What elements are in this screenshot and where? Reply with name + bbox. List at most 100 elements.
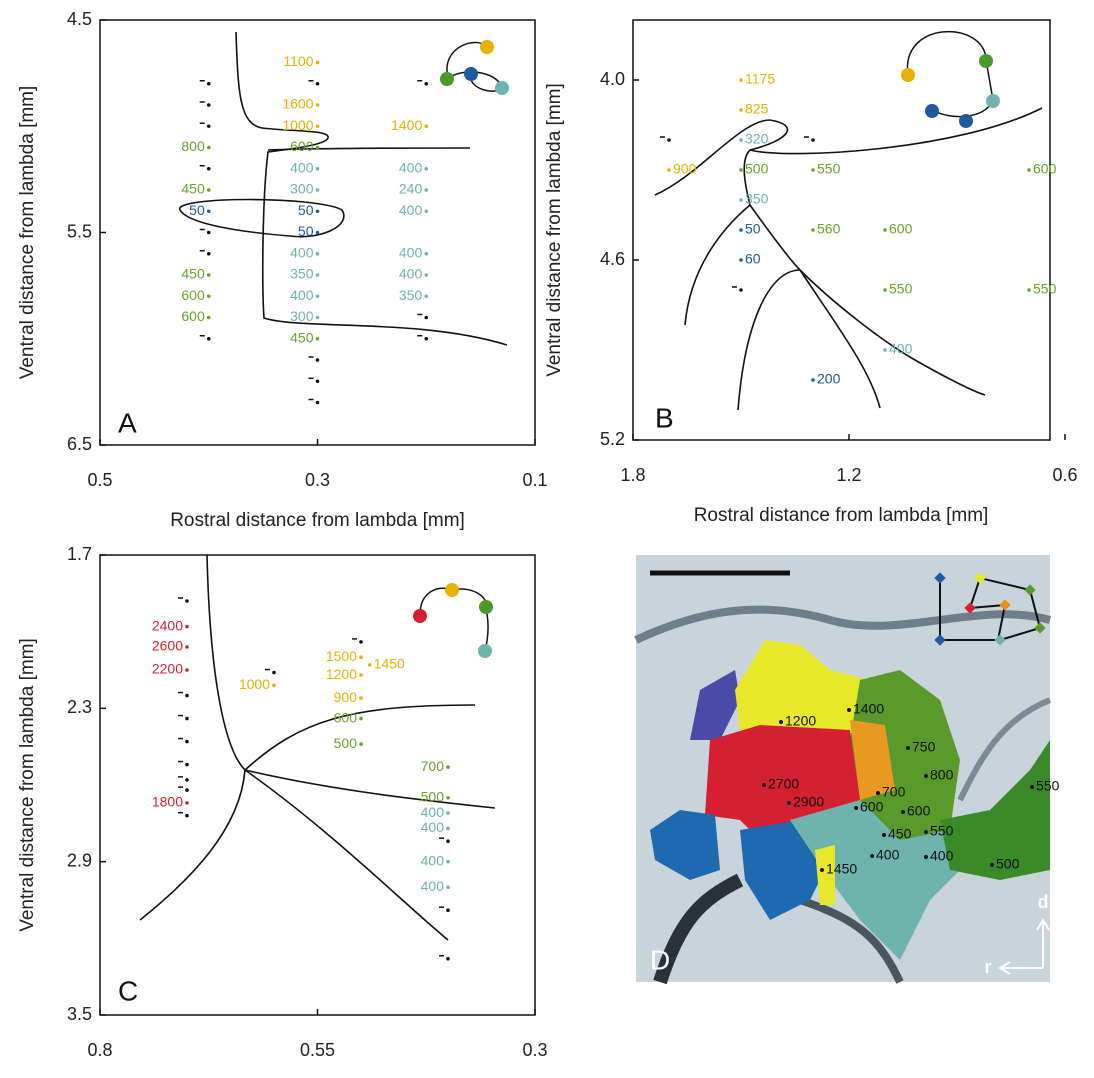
y-tick-label: 3.5 (67, 1004, 92, 1024)
site-label: 700 (421, 758, 445, 774)
site-marker (739, 258, 743, 262)
site-marker (424, 294, 429, 299)
site-marker (206, 315, 211, 320)
site-marker (315, 209, 320, 214)
site-label: 550 (817, 161, 841, 177)
site-marker (446, 885, 450, 890)
site-marker (185, 645, 189, 649)
site-label: 1500 (326, 648, 357, 664)
site-label: 400 (399, 159, 423, 175)
site-marker (315, 103, 320, 107)
direction-label: r (984, 957, 991, 977)
no-response-marker (199, 80, 211, 86)
site-marker (315, 124, 320, 129)
site-label: 900 (673, 161, 697, 177)
site-label: 500 (996, 856, 1020, 872)
site-marker (315, 166, 320, 171)
site-marker (424, 188, 429, 192)
electrode-icon-a (440, 40, 509, 95)
site-marker (739, 228, 743, 232)
site-label: 60 (745, 251, 761, 267)
no-response-marker (417, 80, 429, 86)
site-label: 450 (181, 266, 205, 282)
no-response-marker (199, 335, 211, 341)
no-response-marker (804, 136, 815, 142)
no-response-marker (439, 955, 450, 961)
site-dot (906, 746, 910, 750)
y-axis-label: Ventral distance from lambda [mm] (17, 638, 38, 932)
y-tick-label: 2.9 (67, 850, 92, 870)
site-label: 450 (181, 181, 205, 197)
site-label: 400 (876, 847, 900, 863)
no-response-marker (178, 737, 189, 744)
y-axis-label: Ventral distance from lambda [mm] (17, 86, 38, 380)
site-label: 350 (290, 266, 314, 282)
site-marker (667, 168, 671, 172)
no-response-marker (199, 122, 211, 129)
x-tick-label: 0.1 (522, 470, 547, 490)
site-label: 2900 (793, 794, 824, 810)
site-dot (876, 791, 880, 795)
x-tick-label: 0.6 (1052, 465, 1077, 485)
site-label: 550 (1033, 281, 1057, 297)
site-label: 240 (399, 181, 423, 197)
site-marker (359, 696, 363, 700)
site-label: 550 (930, 823, 954, 839)
no-response-marker (660, 136, 671, 142)
site-marker (315, 60, 320, 65)
x-axis-label: Rostral distance from lambda [mm] (694, 505, 989, 526)
site-marker (315, 230, 320, 235)
y-tick-label: 1.7 (67, 544, 92, 564)
site-label: 750 (912, 739, 936, 755)
site-marker (185, 801, 189, 805)
site-label: 400 (930, 848, 954, 864)
site-label: 350 (745, 191, 769, 207)
no-response-marker (178, 714, 189, 721)
site-label: 1400 (853, 701, 884, 717)
site-marker (1027, 168, 1031, 172)
site-marker (424, 209, 429, 214)
site-marker (315, 251, 320, 256)
site-marker (272, 683, 276, 688)
site-label: 900 (334, 689, 358, 705)
no-response-marker (199, 228, 211, 235)
site-dot (924, 830, 928, 834)
site-label: 600 (860, 799, 884, 815)
no-response-marker (178, 786, 189, 792)
no-response-marker (178, 691, 189, 698)
x-tick-label: 1.2 (836, 465, 861, 485)
x-tick-label: 1.8 (620, 465, 645, 485)
site-label: 450 (290, 329, 314, 345)
site-label: 1450 (374, 656, 405, 672)
site-dot (787, 801, 791, 805)
site-label: 700 (882, 784, 906, 800)
site-dot (820, 868, 824, 872)
site-label: 50 (189, 202, 205, 218)
site-label: 1200 (326, 666, 357, 682)
site-marker (424, 273, 429, 277)
electrode-icon-b (901, 31, 1000, 128)
frame-b (632, 19, 1051, 441)
site-marker (446, 826, 450, 831)
site-label: 2200 (152, 661, 183, 677)
site-label: 1400 (391, 117, 422, 133)
site-marker (206, 188, 211, 192)
site-label: 2700 (768, 776, 799, 792)
x-tick-label: 0.5 (87, 470, 112, 490)
no-response-marker (439, 837, 450, 844)
site-marker (315, 294, 320, 299)
no-response-marker (199, 101, 211, 107)
site-label: 2600 (152, 638, 183, 654)
site-label: 500 (334, 735, 358, 751)
y-axis-label: Ventral distance from lambda [mm] (544, 83, 565, 377)
x-tick-label: 0.55 (300, 1040, 335, 1060)
site-label: 800 (181, 138, 205, 154)
site-label: 600 (889, 221, 913, 237)
site-marker (446, 795, 450, 800)
site-marker (206, 209, 211, 214)
site-label: 450 (888, 826, 912, 842)
site-label: 400 (290, 159, 314, 175)
site-label: 550 (889, 281, 913, 297)
site-marker (446, 859, 450, 864)
site-marker (739, 198, 743, 202)
